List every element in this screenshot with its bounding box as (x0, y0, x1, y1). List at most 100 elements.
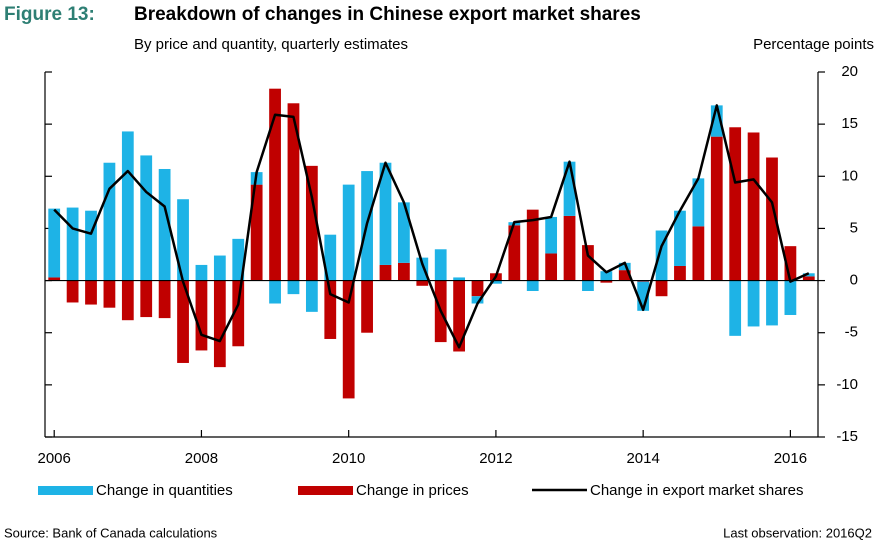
bar (416, 257, 429, 281)
x-tick-label: 2012 (479, 450, 512, 467)
bar (398, 262, 410, 281)
bar (729, 127, 742, 281)
bar (379, 162, 392, 265)
bar (213, 280, 226, 368)
bar (692, 226, 705, 281)
bar (471, 280, 484, 297)
bar (66, 207, 79, 281)
bar (508, 225, 521, 281)
bar (434, 249, 447, 281)
y-tick-label: 20 (841, 63, 858, 80)
bar (802, 276, 815, 281)
bar (48, 208, 61, 278)
bar (398, 202, 410, 263)
bar (545, 216, 558, 254)
line (53, 104, 810, 349)
bar (453, 280, 465, 352)
bar (710, 105, 723, 137)
legend-swatch (298, 486, 353, 495)
bar (802, 273, 815, 277)
bar (287, 280, 300, 295)
bar (747, 280, 760, 327)
bar (692, 178, 705, 227)
last-observation-note: Last observation: 2016Q2 (723, 525, 872, 540)
y-tick-label: 0 (850, 272, 858, 289)
bar (655, 230, 668, 281)
x-tick-label: 2010 (332, 450, 365, 467)
bar (158, 280, 171, 319)
y-tick-label: 15 (841, 115, 858, 132)
bar (784, 280, 797, 315)
bar (140, 280, 153, 318)
bar (66, 280, 79, 303)
bar (158, 168, 171, 281)
legend-swatch (38, 486, 93, 495)
y-tick-label: -10 (836, 376, 858, 393)
bar (674, 265, 686, 281)
bar (140, 155, 153, 281)
legend-label: Change in prices (356, 482, 469, 499)
bar (85, 210, 97, 281)
source-note: Source: Bank of Canada calculations (4, 525, 218, 540)
bar (526, 209, 539, 281)
y-tick-label: -15 (836, 428, 858, 445)
bar (232, 280, 245, 347)
bar (582, 280, 594, 291)
bar (305, 165, 318, 281)
bar (545, 253, 558, 281)
bar (637, 281, 650, 311)
bar (747, 132, 760, 281)
bar (600, 271, 613, 281)
bar (710, 136, 723, 281)
bar (766, 280, 778, 326)
chart-title: Breakdown of changes in Chinese export m… (134, 4, 641, 25)
bar (526, 280, 539, 291)
bar (121, 131, 134, 281)
bar (269, 88, 281, 281)
bar (103, 162, 116, 281)
bar (48, 277, 61, 281)
bar (600, 280, 613, 283)
bar (195, 280, 208, 351)
chart-subtitle: By price and quantity, quarterly estimat… (134, 36, 408, 53)
y-tick-label: -5 (845, 324, 858, 341)
bar (471, 296, 484, 304)
y-tick-label: 5 (850, 219, 858, 236)
bar (674, 210, 686, 266)
bar (490, 280, 502, 284)
bar (103, 280, 116, 308)
bar (195, 264, 208, 281)
bar (177, 199, 189, 281)
bar (766, 157, 778, 281)
bar (582, 245, 594, 281)
x-tick-label: 2016 (774, 450, 807, 467)
x-tick-label: 2014 (626, 450, 659, 467)
bar (618, 262, 631, 271)
legend-label: Change in export market shares (590, 482, 803, 499)
y-tick-label: 10 (841, 167, 858, 184)
bar (250, 184, 263, 281)
bar (563, 161, 576, 216)
bar (416, 280, 429, 286)
x-tick-label: 2006 (38, 450, 71, 467)
y-axis-label: Percentage points (753, 36, 874, 53)
bar (121, 280, 134, 321)
bar (324, 234, 337, 281)
bar (324, 280, 337, 339)
bar (361, 280, 373, 333)
bar (784, 246, 797, 281)
bar (655, 280, 668, 297)
bar (379, 264, 392, 281)
bar (232, 238, 245, 281)
bar (342, 184, 355, 281)
x-tick-label: 2008 (185, 450, 218, 467)
bar (305, 280, 318, 312)
bar (563, 215, 576, 281)
bar (287, 103, 300, 281)
bar (453, 277, 465, 281)
figure-label: Figure 13: (4, 4, 95, 25)
bar (618, 270, 631, 281)
bar (85, 280, 97, 305)
bar (213, 255, 226, 281)
bar (342, 280, 355, 399)
